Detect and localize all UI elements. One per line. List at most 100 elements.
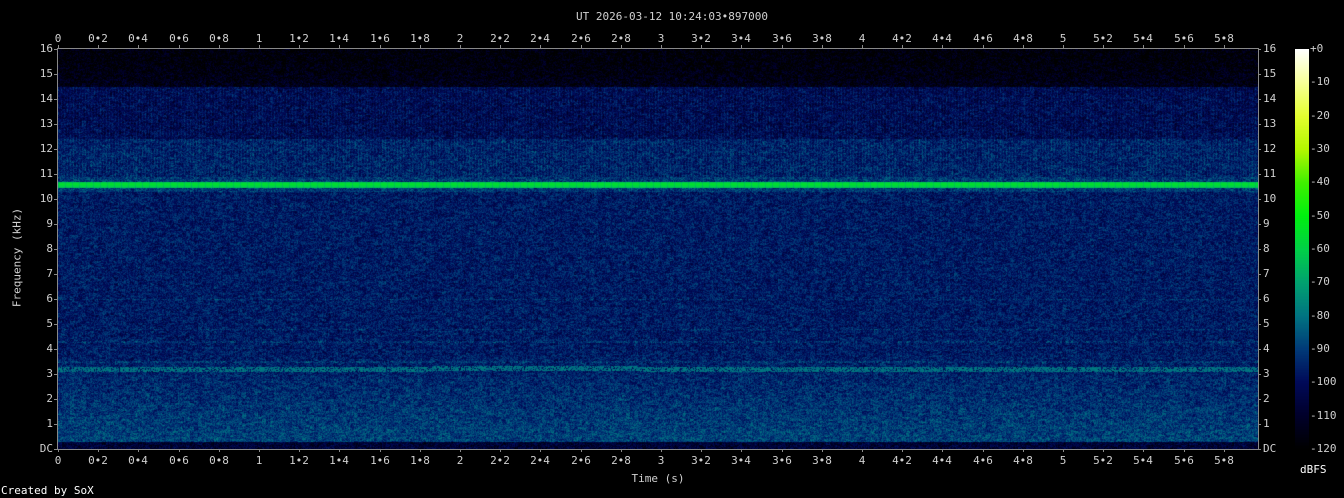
x-tick-label-top: 3•6 (772, 32, 792, 45)
y-tick-left (54, 399, 57, 400)
x-tick-bottom (1224, 449, 1225, 452)
y-tick-label-right: 16 (1263, 42, 1277, 55)
chart-title: UT 2026-03-12 10:24:03•897000 (575, 10, 769, 23)
y-tick-label-left: 9 (46, 217, 53, 230)
y-tick-left (54, 99, 57, 100)
x-tick-bottom (380, 449, 381, 452)
colorbar-tick-label: -120 (1310, 442, 1337, 455)
x-tick-label-top: 4•2 (892, 32, 912, 45)
x-tick-bottom (500, 449, 501, 452)
x-tick-label-top: 2 (456, 32, 464, 45)
y-tick-label-left: 1 (46, 417, 53, 430)
colorbar-tick-label: -60 (1310, 242, 1330, 255)
y-tick-left (54, 49, 57, 50)
x-tick-label-bottom: 4•2 (892, 454, 912, 467)
x-tick-label-top: 5 (1059, 32, 1067, 45)
x-tick-bottom (782, 449, 783, 452)
x-tick-top (259, 45, 260, 48)
x-tick-top (339, 45, 340, 48)
y-tick-right (1258, 124, 1261, 125)
y-tick-label-right: 4 (1263, 342, 1270, 355)
y-tick-label-left: 5 (46, 317, 53, 330)
x-tick-bottom (420, 449, 421, 452)
x-tick-label-top: 4•6 (973, 32, 993, 45)
x-tick-label-bottom: 2•6 (571, 454, 591, 467)
x-tick-label-top: 0•4 (128, 32, 148, 45)
y-tick-label-right: 6 (1263, 292, 1270, 305)
y-tick-right (1258, 49, 1261, 50)
x-tick-top (138, 45, 139, 48)
y-tick-right (1258, 224, 1261, 225)
x-tick-bottom (902, 449, 903, 452)
y-tick-label-left: 15 (39, 67, 53, 80)
y-tick-label-right: 10 (1263, 192, 1277, 205)
x-tick-top (299, 45, 300, 48)
x-tick-label-bottom: 2•8 (611, 454, 631, 467)
y-tick-right (1258, 399, 1261, 400)
colorbar-tick-label: -40 (1310, 175, 1330, 188)
x-tick-label-top: 1 (255, 32, 263, 45)
y-tick-label-right: 12 (1263, 142, 1277, 155)
colorbar-tick-label: -50 (1310, 209, 1330, 222)
x-tick-label-top: 0 (54, 32, 62, 45)
x-tick-label-top: 1•8 (410, 32, 430, 45)
y-tick-right (1258, 74, 1261, 75)
y-tick-label-left: 13 (39, 117, 53, 130)
x-tick-label-top: 1•2 (289, 32, 309, 45)
x-tick-label-bottom: 2•2 (490, 454, 510, 467)
x-tick-top (701, 45, 702, 48)
y-tick-label-left: 10 (39, 192, 53, 205)
x-tick-label-top: 5•2 (1093, 32, 1113, 45)
x-tick-bottom (219, 449, 220, 452)
x-tick-top (380, 45, 381, 48)
y-tick-left (54, 424, 57, 425)
colorbar-tick-label: -20 (1310, 109, 1330, 122)
x-tick-label-bottom: 3•6 (772, 454, 792, 467)
x-tick-bottom (299, 449, 300, 452)
y-tick-right (1258, 174, 1261, 175)
x-tick-bottom (138, 449, 139, 452)
y-tick-left (54, 174, 57, 175)
x-tick-top (862, 45, 863, 48)
y-tick-label-right: 7 (1263, 267, 1270, 280)
y-tick-left (54, 149, 57, 150)
spectrogram-heatmap (58, 49, 1258, 449)
x-tick-top (1063, 45, 1064, 48)
colorbar-tick-label: +0 (1310, 42, 1324, 55)
x-tick-label-bottom: 1•2 (289, 454, 309, 467)
y-tick-left (54, 374, 57, 375)
x-tick-label-bottom: 5•4 (1133, 454, 1153, 467)
y-tick-label-left: 6 (46, 292, 53, 305)
x-tick-label-bottom: 1•6 (370, 454, 390, 467)
x-tick-bottom (1184, 449, 1185, 452)
colorbar-tick-label: -70 (1310, 275, 1330, 288)
x-tick-bottom (98, 449, 99, 452)
x-tick-label-top: 1•6 (370, 32, 390, 45)
x-tick-top (179, 45, 180, 48)
x-tick-bottom (983, 449, 984, 452)
y-tick-right (1258, 199, 1261, 200)
x-tick-top (581, 45, 582, 48)
x-tick-bottom (540, 449, 541, 452)
x-tick-label-bottom: 5•2 (1093, 454, 1113, 467)
x-tick-label-bottom: 3•8 (812, 454, 832, 467)
y-tick-label-left: 12 (39, 142, 53, 155)
x-tick-label-top: 3•8 (812, 32, 832, 45)
x-axis-label: Time (s) (631, 472, 685, 485)
x-tick-label-top: 2•6 (571, 32, 591, 45)
y-tick-left (54, 324, 57, 325)
y-tick-right (1258, 299, 1261, 300)
x-tick-top (219, 45, 220, 48)
x-tick-label-bottom: 3•2 (691, 454, 711, 467)
x-tick-bottom (1023, 449, 1024, 452)
y-tick-label-right: 5 (1263, 317, 1270, 330)
x-tick-label-bottom: 1 (255, 454, 263, 467)
x-tick-bottom (862, 449, 863, 452)
x-tick-top (822, 45, 823, 48)
y-tick-label-left: 11 (39, 167, 53, 180)
x-tick-label-top: 4•8 (1013, 32, 1033, 45)
y-tick-left (54, 199, 57, 200)
y-tick-right (1258, 324, 1261, 325)
y-tick-label-left: 16 (39, 42, 53, 55)
